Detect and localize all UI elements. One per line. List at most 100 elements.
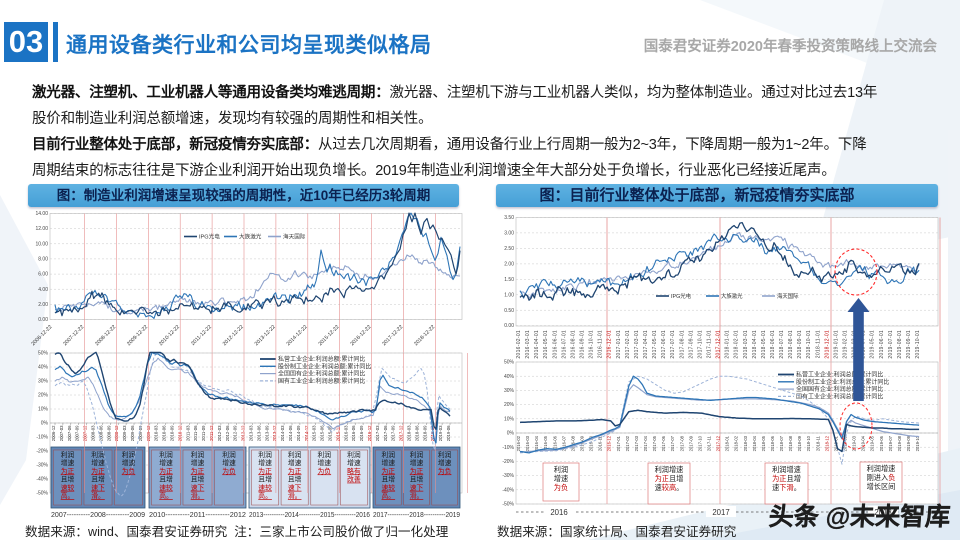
- svg-text:14.00: 14.00: [35, 211, 48, 217]
- svg-text:利润: 利润: [159, 450, 173, 459]
- svg-text:4.00: 4.00: [38, 287, 48, 293]
- svg-text:2018-03-01: 2018-03-01: [743, 330, 749, 359]
- svg-text:利润增速: 利润增速: [867, 464, 896, 473]
- svg-text:且增: 且增: [191, 475, 205, 484]
- svg-text:2017-11-01: 2017-11-01: [707, 330, 713, 358]
- svg-text:10.00: 10.00: [35, 241, 48, 247]
- svg-text:2017: 2017: [712, 508, 729, 517]
- svg-text:滑。: 滑。: [91, 491, 105, 500]
- svg-text:速较: 速较: [258, 483, 272, 492]
- svg-text:且增: 且增: [382, 475, 396, 484]
- svg-text:IPG光电: IPG光电: [671, 292, 692, 300]
- svg-text:2016-06: 2016-06: [552, 435, 557, 451]
- svg-text:高。: 高。: [258, 491, 272, 500]
- svg-text:2016-04: 2016-04: [534, 435, 539, 451]
- svg-text:2006-12: 2006-12: [51, 425, 56, 441]
- svg-text:2014-03: 2014-03: [280, 425, 285, 441]
- svg-text:增速: 增速: [288, 458, 302, 467]
- svg-text:为正: 为正: [191, 466, 205, 475]
- svg-text:且增: 且增: [159, 475, 173, 484]
- svg-text:2017-03: 2017-03: [375, 425, 380, 441]
- svg-text:且增: 且增: [288, 475, 302, 484]
- svg-text:为正: 为正: [258, 466, 272, 475]
- svg-text:2017-01: 2017-01: [616, 435, 621, 451]
- svg-text:2017-06: 2017-06: [383, 425, 388, 441]
- svg-text:2019-06-01: 2019-06-01: [879, 330, 885, 359]
- svg-text:10%: 10%: [504, 416, 515, 422]
- svg-text:3.00: 3.00: [504, 231, 514, 237]
- svg-text:2009-09: 2009-09: [138, 425, 143, 441]
- svg-text:2017-05: 2017-05: [652, 435, 657, 451]
- svg-text:速下: 速下: [191, 484, 205, 492]
- svg-text:2017-04: 2017-04: [643, 435, 648, 451]
- svg-text:高。: 高。: [61, 491, 75, 500]
- svg-text:大族激光: 大族激光: [721, 292, 743, 300]
- svg-text:股份制工业企业:利润总额:累计同比: 股份制工业企业:利润总额:累计同比: [796, 378, 889, 386]
- svg-text:2018-12: 2018-12: [824, 435, 829, 451]
- svg-text:2018-10: 2018-10: [806, 435, 811, 451]
- svg-text:-50%: -50%: [502, 502, 514, 508]
- svg-text:2018-11: 2018-11: [815, 435, 820, 451]
- svg-text:2015-09: 2015-09: [328, 425, 333, 441]
- svg-text:2018-09: 2018-09: [797, 435, 802, 451]
- svg-text:2018-01-01: 2018-01-01: [725, 330, 731, 359]
- svg-text:为正: 为正: [410, 466, 424, 475]
- svg-text:利润: 利润: [61, 450, 75, 459]
- svg-text:2016-08: 2016-08: [570, 435, 575, 451]
- svg-text:且增: 且增: [410, 475, 424, 484]
- svg-text:2017----------2018----------20: 2017----------2018----------2019: [373, 510, 460, 519]
- svg-text:国有工业企业:利润总额:累计同比: 国有工业企业:利润总额:累计同比: [796, 392, 883, 400]
- svg-text:为正且增: 为正且增: [772, 474, 801, 483]
- svg-text:2019-05: 2019-05: [870, 435, 875, 451]
- svg-text:2008-12-22: 2008-12-22: [94, 324, 117, 347]
- svg-text:速下: 速下: [91, 484, 105, 492]
- svg-text:2016-08-01: 2016-08-01: [570, 330, 576, 359]
- svg-text:2012-06: 2012-06: [225, 425, 230, 441]
- svg-text:2018-03: 2018-03: [743, 435, 748, 451]
- svg-text:2019-10-01: 2019-10-01: [915, 330, 921, 359]
- svg-text:2019-03: 2019-03: [438, 425, 443, 441]
- svg-text:利润: 利润: [288, 450, 302, 459]
- svg-text:2016-06-01: 2016-06-01: [552, 330, 558, 359]
- svg-text:2.00: 2.00: [38, 302, 48, 308]
- svg-text:2019-10: 2019-10: [915, 435, 920, 451]
- svg-text:0.50: 0.50: [504, 308, 514, 314]
- svg-text:2018-06: 2018-06: [414, 425, 419, 441]
- svg-text:-40%: -40%: [502, 487, 514, 493]
- svg-text:2019-09: 2019-09: [906, 435, 911, 451]
- svg-text:2018-04-01: 2018-04-01: [752, 330, 758, 359]
- svg-text:-10%: -10%: [502, 445, 514, 451]
- svg-text:2017-11: 2017-11: [707, 435, 712, 451]
- svg-text:2019-04: 2019-04: [861, 435, 866, 451]
- svg-text:增速: 增速: [159, 458, 173, 467]
- svg-text:2012-09: 2012-09: [233, 425, 238, 441]
- svg-text:2017-06-01: 2017-06-01: [661, 330, 667, 359]
- svg-text:2019-09-01: 2019-09-01: [906, 330, 912, 359]
- svg-text:0.00: 0.00: [504, 323, 514, 329]
- svg-text:2012-12: 2012-12: [241, 425, 246, 441]
- svg-text:2018-05-01: 2018-05-01: [761, 330, 767, 359]
- svg-text:2017-04-01: 2017-04-01: [643, 330, 649, 359]
- svg-text:海天国际: 海天国际: [283, 233, 306, 241]
- svg-text:-50%: -50%: [36, 491, 48, 497]
- svg-text:2013-03: 2013-03: [249, 425, 254, 441]
- svg-text:2010----------2011----------20: 2010----------2011----------2012: [149, 510, 246, 519]
- svg-text:2013-12-22: 2013-12-22: [254, 324, 277, 347]
- svg-text:2018-12-01: 2018-12-01: [824, 330, 830, 359]
- svg-text:2019-03: 2019-03: [852, 435, 857, 451]
- svg-text:2016-02: 2016-02: [516, 435, 521, 451]
- svg-text:增速: 增速: [318, 458, 332, 467]
- svg-text:2017-07-01: 2017-07-01: [670, 330, 676, 359]
- svg-text:2007-09: 2007-09: [75, 425, 80, 441]
- svg-text:2016-09-01: 2016-09-01: [580, 330, 586, 359]
- svg-text:2007----------2008----------20: 2007----------2008----------2009: [51, 510, 145, 519]
- svg-text:为正: 为正: [91, 466, 105, 475]
- svg-text:2016-12-22: 2016-12-22: [349, 324, 372, 347]
- svg-text:且增: 且增: [91, 475, 105, 484]
- svg-text:利润增速: 利润增速: [655, 465, 684, 474]
- svg-text:2010-03: 2010-03: [154, 425, 159, 441]
- svg-text:改善: 改善: [347, 475, 361, 484]
- svg-text:2009-12-22: 2009-12-22: [126, 324, 149, 347]
- svg-text:2013-12: 2013-12: [272, 425, 277, 441]
- svg-text:增速: 增速: [410, 458, 424, 467]
